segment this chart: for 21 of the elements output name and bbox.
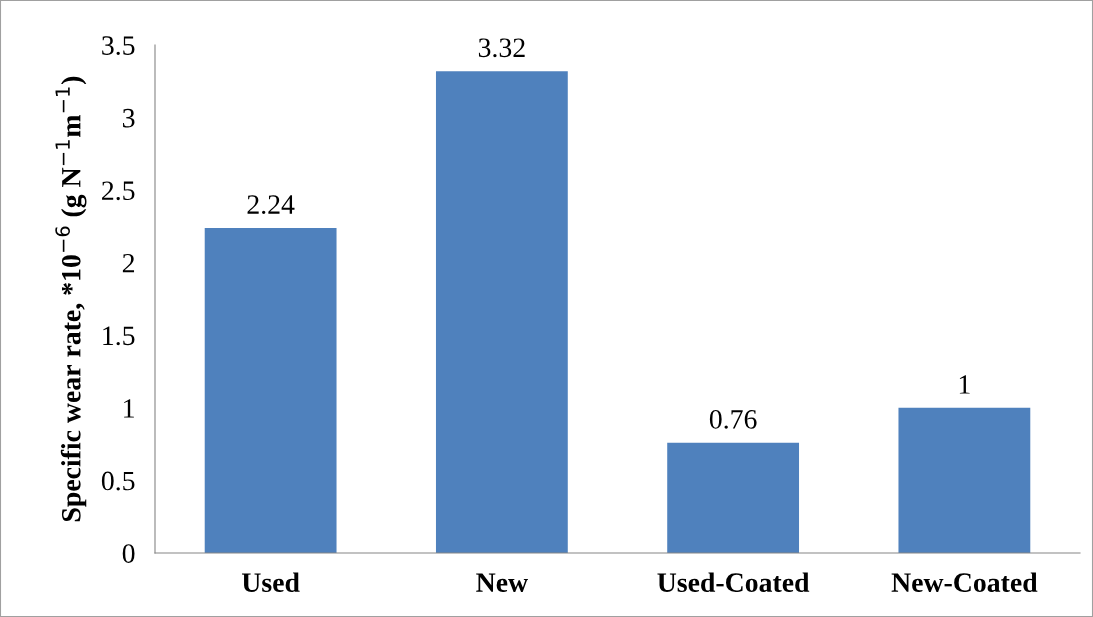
y-tick-label: 2 <box>122 253 135 273</box>
y-tick-label: 0 <box>122 544 135 563</box>
x-tick-label: Used-Coated <box>657 572 810 592</box>
x-tick-label: New-Coated <box>891 572 1038 592</box>
data-label: 1 <box>959 375 970 394</box>
bar <box>667 442 800 553</box>
x-tick-label: Used <box>241 572 300 592</box>
y-tick-label: 1.5 <box>103 326 135 346</box>
bar <box>898 407 1031 553</box>
y-tick-label: 2.5 <box>102 181 135 201</box>
data-label: 2.24 <box>247 195 295 215</box>
bar <box>204 227 337 553</box>
y-tick-label: 0.5 <box>101 471 135 491</box>
data-label: 3.32 <box>478 38 525 58</box>
y-axis-title: Specific wear rate, *10$^{−6}$ (g N$^{−1}$m$^{−1}$) <box>55 76 87 522</box>
y-tick-label: 3 <box>122 108 135 128</box>
x-tick-label: New <box>476 573 528 592</box>
data-label: 0.76 <box>709 409 757 429</box>
y-tick-label: 3.5 <box>102 36 135 56</box>
y-tick-label: 1 <box>124 399 134 418</box>
bar <box>435 71 568 553</box>
